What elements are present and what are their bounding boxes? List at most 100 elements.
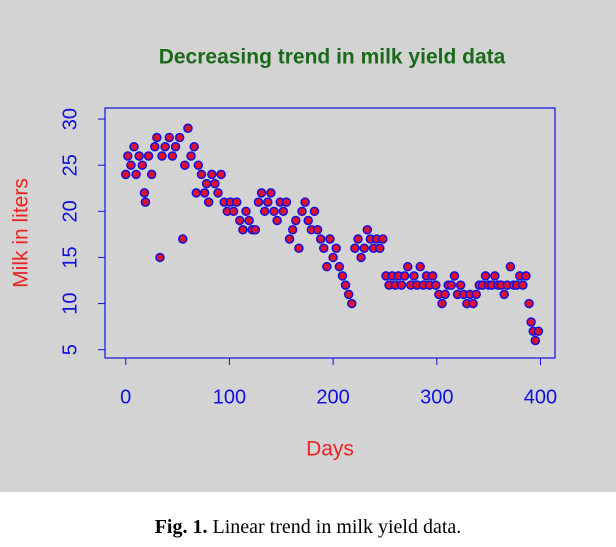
point (126, 160, 136, 170)
point (312, 225, 323, 235)
point (499, 289, 509, 300)
point (131, 169, 141, 180)
point (269, 206, 279, 217)
point (403, 261, 413, 272)
caption-label: Fig. 1. (155, 516, 208, 538)
point (343, 289, 354, 300)
point (152, 132, 162, 143)
point (231, 197, 242, 207)
point (150, 141, 160, 152)
y-tick-label: 25 (59, 154, 81, 176)
y-axis-label: Milk in liters (10, 178, 33, 288)
point (297, 206, 307, 217)
point (191, 188, 201, 198)
point (399, 271, 410, 281)
point (471, 289, 481, 300)
point (309, 206, 320, 217)
point (490, 271, 500, 281)
point (238, 225, 248, 235)
point (174, 132, 185, 143)
point (362, 225, 373, 235)
point (278, 206, 289, 217)
point (521, 271, 531, 281)
point (207, 169, 217, 180)
point (530, 335, 541, 346)
y-tick-label: 15 (59, 246, 81, 268)
point (201, 178, 212, 189)
point (325, 234, 335, 244)
point (359, 243, 369, 253)
point (256, 188, 267, 198)
point (287, 225, 298, 235)
point (123, 151, 133, 161)
point (449, 271, 460, 281)
x-tick-label: 400 (524, 386, 557, 408)
point (199, 188, 210, 198)
point (183, 123, 193, 134)
point (157, 151, 167, 161)
point (347, 298, 357, 309)
point (315, 234, 326, 244)
point (526, 317, 536, 327)
point (137, 160, 148, 170)
point (431, 280, 441, 290)
point (281, 197, 292, 207)
point (134, 151, 144, 161)
point (284, 234, 295, 244)
point (155, 252, 165, 263)
point (266, 188, 276, 198)
point (524, 298, 534, 309)
chart-title: Decreasing trend in milk yield data (159, 46, 506, 69)
caption: Fig. 1. Linear trend in milk yield data. (155, 516, 462, 538)
point (505, 261, 516, 272)
point (272, 215, 282, 226)
point (203, 197, 214, 207)
point (440, 289, 450, 300)
point (180, 160, 190, 170)
point (250, 225, 261, 235)
x-axis-label: Days (306, 438, 354, 461)
point (328, 252, 338, 263)
point (446, 280, 457, 290)
point (164, 132, 175, 143)
point (140, 197, 151, 207)
x-tick-label: 300 (420, 386, 453, 408)
point (160, 141, 170, 152)
y-tick-label: 5 (59, 344, 81, 355)
point (322, 261, 332, 272)
point (350, 243, 360, 253)
point (146, 169, 157, 180)
point (409, 271, 419, 281)
point (294, 243, 304, 253)
point (356, 252, 366, 263)
point (437, 298, 447, 309)
point (244, 215, 254, 226)
point (143, 151, 154, 161)
x-tick-label: 200 (316, 386, 349, 408)
point (396, 280, 407, 290)
y-tick-label: 30 (59, 108, 81, 130)
point (189, 141, 199, 152)
point (415, 261, 425, 272)
point (139, 188, 150, 198)
point (480, 271, 491, 281)
point (253, 197, 264, 207)
point (353, 234, 363, 244)
point (235, 215, 245, 226)
point (337, 271, 348, 281)
point (129, 141, 139, 152)
point (427, 271, 438, 281)
point (303, 215, 313, 226)
point (375, 243, 385, 253)
point (468, 298, 478, 309)
y-tick-label: 20 (59, 200, 81, 222)
point (291, 215, 301, 226)
point (340, 280, 351, 290)
point (533, 326, 544, 336)
point (319, 243, 329, 253)
y-tick-label: 10 (59, 292, 81, 314)
plot-frame (104, 107, 556, 359)
point (210, 178, 220, 189)
